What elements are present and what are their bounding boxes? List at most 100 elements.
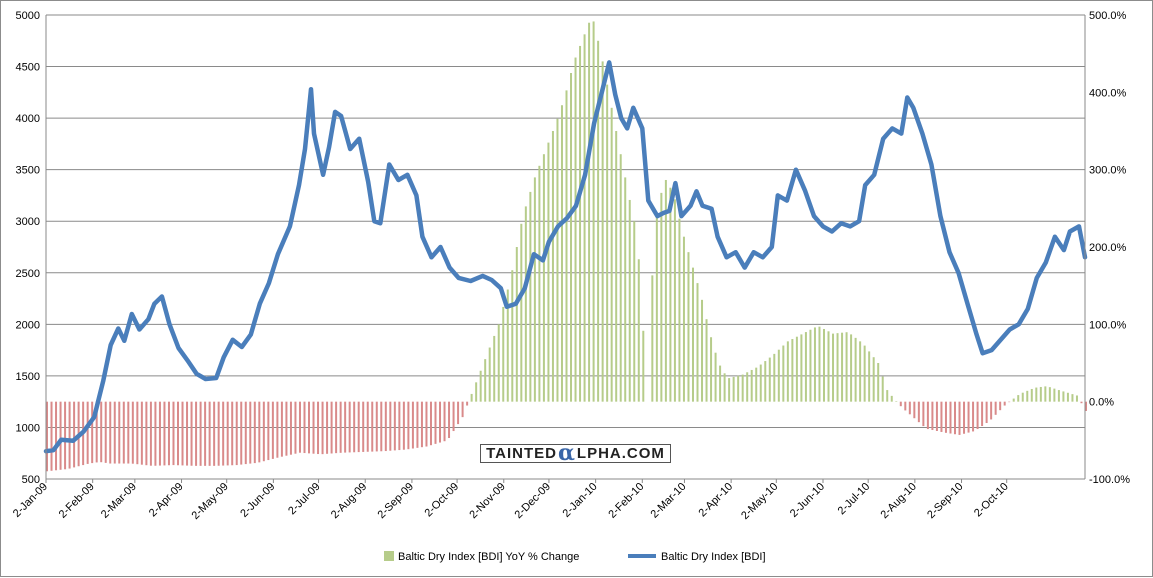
- yoy-bar: [434, 401, 437, 444]
- yoy-bar: [118, 401, 121, 464]
- yoy-bar: [899, 401, 902, 407]
- yoy-bar: [926, 401, 929, 430]
- yoy-bar: [809, 329, 812, 402]
- yoy-bar: [795, 336, 798, 402]
- x-tick-label: 2-Sep-10: [925, 481, 965, 521]
- yoy-bar: [642, 330, 645, 402]
- yoy-bar: [1080, 401, 1083, 404]
- yoy-bar: [886, 390, 889, 402]
- yoy-bar: [330, 401, 333, 454]
- yoy-bar: [64, 401, 67, 470]
- yoy-bar: [619, 154, 622, 402]
- yoy-bar: [1039, 386, 1042, 402]
- yoy-bar: [86, 401, 89, 464]
- yoy-bar: [872, 357, 875, 402]
- yoy-bar: [276, 401, 279, 458]
- yoy-bar: [967, 401, 970, 433]
- yoy-bar: [832, 333, 835, 402]
- yoy-bar: [655, 216, 658, 402]
- bdi-line: [43, 60, 1088, 454]
- yoy-bar: [95, 401, 98, 463]
- x-tick-label: 2-Oct-10: [972, 481, 1011, 520]
- yoy-bar: [551, 131, 554, 402]
- yoy-bar: [280, 401, 283, 457]
- yoy-bar: [217, 401, 220, 466]
- yoy-bar: [628, 199, 631, 402]
- yoy-bar: [1062, 391, 1065, 402]
- x-tick-label: 2-Jun-10: [788, 481, 827, 520]
- x-tick-label: 2-Jul-09: [286, 481, 323, 518]
- yoy-bar: [1071, 394, 1074, 402]
- yoy-bar: [366, 401, 369, 452]
- yoy-bar: [50, 401, 53, 471]
- yoy-bar: [827, 331, 830, 402]
- yoy-bar: [922, 401, 925, 427]
- yoy-bar: [357, 401, 360, 453]
- yoy-bar: [380, 401, 383, 452]
- x-tick-label: 2-Aug-09: [329, 481, 369, 521]
- yoy-bar: [285, 401, 288, 456]
- yoy-bar: [122, 401, 125, 464]
- yoy-bar: [149, 401, 152, 466]
- yoy-bar: [1035, 387, 1038, 402]
- yoy-bar: [154, 401, 157, 466]
- right-tick-label: 500.0%: [1089, 10, 1127, 22]
- yoy-bar: [931, 401, 934, 431]
- yoy-bar: [46, 401, 48, 472]
- yoy-bar: [113, 401, 116, 464]
- yoy-bar: [317, 401, 320, 455]
- yoy-bar: [854, 337, 857, 402]
- yoy-bar: [588, 22, 591, 402]
- yoy-bar: [420, 401, 423, 448]
- yoy-bar: [768, 357, 771, 402]
- yoy-bar: [407, 401, 410, 450]
- yoy-bar: [1021, 392, 1024, 402]
- right-tick-label: 200.0%: [1089, 242, 1127, 254]
- yoy-bar: [109, 401, 112, 464]
- yoy-bar: [506, 289, 509, 402]
- yoy-bar: [714, 352, 717, 402]
- yoy-bar: [461, 401, 464, 418]
- yoy-bar: [750, 369, 753, 402]
- yoy-bar: [145, 401, 148, 466]
- yoy-bar: [1066, 392, 1069, 402]
- yoy-bar: [949, 401, 952, 434]
- x-tick-label: 2-Oct-09: [422, 481, 461, 520]
- legend: Baltic Dry Index [BDI] YoY % Change Balt…: [384, 551, 766, 563]
- yoy-bar: [777, 349, 780, 402]
- yoy-bar: [741, 374, 744, 402]
- logo-alpha-glyph: α: [557, 440, 576, 466]
- yoy-bar: [326, 401, 329, 454]
- yoy-bar: [479, 370, 482, 402]
- yoy-bar: [678, 218, 681, 402]
- yoy-bar: [786, 341, 789, 402]
- yoy-bar: [705, 319, 708, 402]
- yoy-bar: [601, 61, 604, 402]
- yoy-bar: [226, 401, 229, 466]
- yoy-bar: [687, 252, 690, 402]
- legend-label-bar: Baltic Dry Index [BDI] YoY % Change: [398, 551, 579, 563]
- yoy-bar: [732, 376, 735, 402]
- yoy-bar: [1057, 390, 1060, 402]
- x-tick-label: 2-Aug-10: [878, 481, 918, 521]
- yoy-bar: [524, 206, 527, 402]
- yoy-bar: [1085, 401, 1087, 411]
- yoy-bar: [402, 401, 405, 450]
- left-tick-label: 500: [22, 474, 40, 486]
- yoy-bar: [529, 191, 532, 402]
- yoy-bar: [452, 401, 455, 432]
- yoy-bar: [863, 345, 866, 402]
- yoy-bar: [691, 267, 694, 402]
- yoy-bar: [746, 372, 749, 402]
- yoy-bar: [597, 40, 600, 402]
- yoy-bar: [953, 401, 956, 435]
- logo-text-post: LPHA.COM: [576, 445, 665, 462]
- yoy-bar: [411, 401, 414, 449]
- x-tick-label: 2-May-09: [189, 481, 230, 522]
- yoy-bar: [262, 401, 265, 462]
- yoy-bar: [719, 365, 722, 402]
- left-tick-label: 4500: [16, 62, 40, 74]
- yoy-bar: [782, 345, 785, 402]
- x-tick-label: 2-Feb-09: [57, 481, 97, 521]
